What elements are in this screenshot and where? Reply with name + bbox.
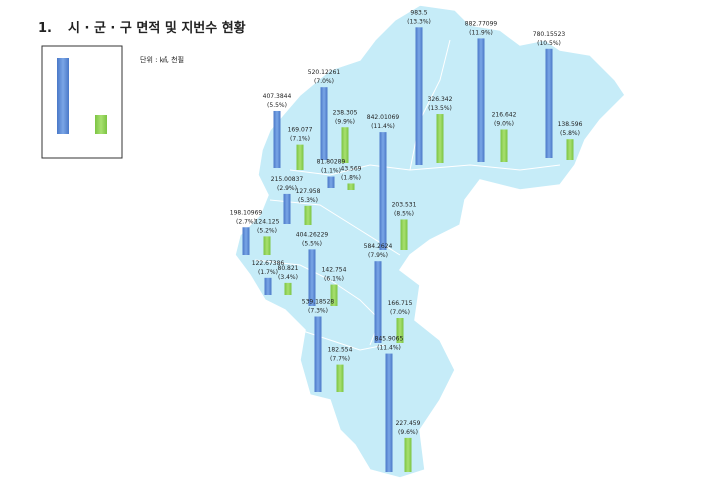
area-label: 780.15523 [533,31,566,38]
area-share: (5.5%) [302,240,322,247]
parcels-share: (1.8%) [341,174,361,181]
parcels-label: 238.305 [333,109,358,116]
area-label: 404.26229 [296,231,329,238]
parcels-bar [341,127,349,163]
parcels-share: (7.1%) [290,136,310,143]
area-share: (5.5%) [267,102,287,109]
area-share: (7.0%) [314,78,334,85]
legend-green [95,115,107,134]
parcels-label: 142.754 [322,267,347,274]
parcels-share: (9.9%) [335,118,355,125]
parcels-bar [296,144,304,170]
area-bar [379,132,387,250]
area-bar [545,48,553,158]
area-label: 122.67386 [252,260,285,267]
parcels-label: 182.554 [328,347,353,354]
area-label: 198.10969 [230,209,263,216]
parcels-label: 216.642 [492,112,517,119]
parcels-label: 124.125 [255,218,280,225]
area-label: 983.5 [410,9,427,16]
parcels-bar [263,236,271,255]
area-bar [273,110,281,168]
parcels-share: (6.1%) [324,276,344,283]
map-shape [234,4,626,479]
parcels-share: (5.8%) [560,130,580,137]
parcels-share: (8.5%) [394,210,414,217]
area-bar [264,277,272,295]
area-share: (11.4%) [377,345,401,352]
area-label: 520.12261 [308,69,341,76]
area-label: 584.2624 [364,243,393,250]
area-label: 845.9065 [375,336,404,343]
parcels-share: (5.2%) [257,227,277,234]
parcels-bar [336,364,344,392]
area-share: (1.7%) [258,269,278,276]
area-share: (2.7%) [236,218,256,225]
area-share: (10.5%) [537,40,561,47]
area-share: (1.1%) [321,168,341,175]
parcels-bar [347,183,355,190]
parcels-bar [566,139,574,160]
area-label: 842.01069 [367,114,400,121]
parcels-share: (3.4%) [278,274,298,281]
parcels-label: 227.459 [396,420,421,427]
area-bar [242,227,250,255]
title: 시 · 군 · 구 면적 및 지번수 현황 [68,20,246,36]
parcels-label: 166.715 [388,300,413,307]
parcels-bar [284,282,292,295]
unit: 단위 : ㎢, 천필 [140,55,184,64]
area-label: 539.18528 [302,299,335,306]
parcels-share: (5.3%) [298,197,318,204]
area-bar [477,38,485,162]
parcels-share: (13.5%) [428,105,452,112]
legend-blue [57,58,69,134]
parcels-share: (9.6%) [398,429,418,436]
parcels-label: 127.958 [296,188,321,195]
area-bar [327,176,335,188]
parcels-bar [404,437,412,472]
parcels-bar [500,129,508,162]
parcels-bar [396,317,404,343]
area-label: 215.00837 [271,176,304,183]
parcels-label: 203.531 [392,201,417,208]
parcels-bar [436,114,444,163]
parcels-share: (7.0%) [390,309,410,316]
parcels-bar [304,205,312,225]
area-bar [283,193,291,224]
area-bar [385,353,393,472]
area-share: (11.9%) [469,29,493,36]
parcels-label: 138.596 [558,121,583,128]
parcels-label: 80.821 [278,265,299,272]
parcels-bar [330,284,338,306]
area-label: 81.80289 [317,159,346,166]
area-share: (13.3%) [407,18,431,25]
title-number: 1. [38,21,52,36]
parcels-share: (7.7%) [330,356,350,363]
area-share: (11.4%) [371,123,395,130]
area-bar [320,87,328,160]
parcels-bar [400,219,408,250]
area-bar [308,249,316,306]
area-bar [374,261,382,343]
area-label: 407.3844 [263,93,292,100]
parcels-label: 169.077 [288,127,313,134]
parcels-share: (9.0%) [494,121,514,128]
area-share: (7.9%) [368,252,388,259]
area-share: (7.3%) [308,308,328,315]
area-share: (2.9%) [277,185,297,192]
area-label: 882.77099 [465,20,498,27]
parcels-label: 326.342 [428,96,453,103]
area-bar [314,316,322,392]
legend-box [41,45,123,159]
parcels-label: 43.569 [341,165,362,172]
area-bar [415,27,423,166]
